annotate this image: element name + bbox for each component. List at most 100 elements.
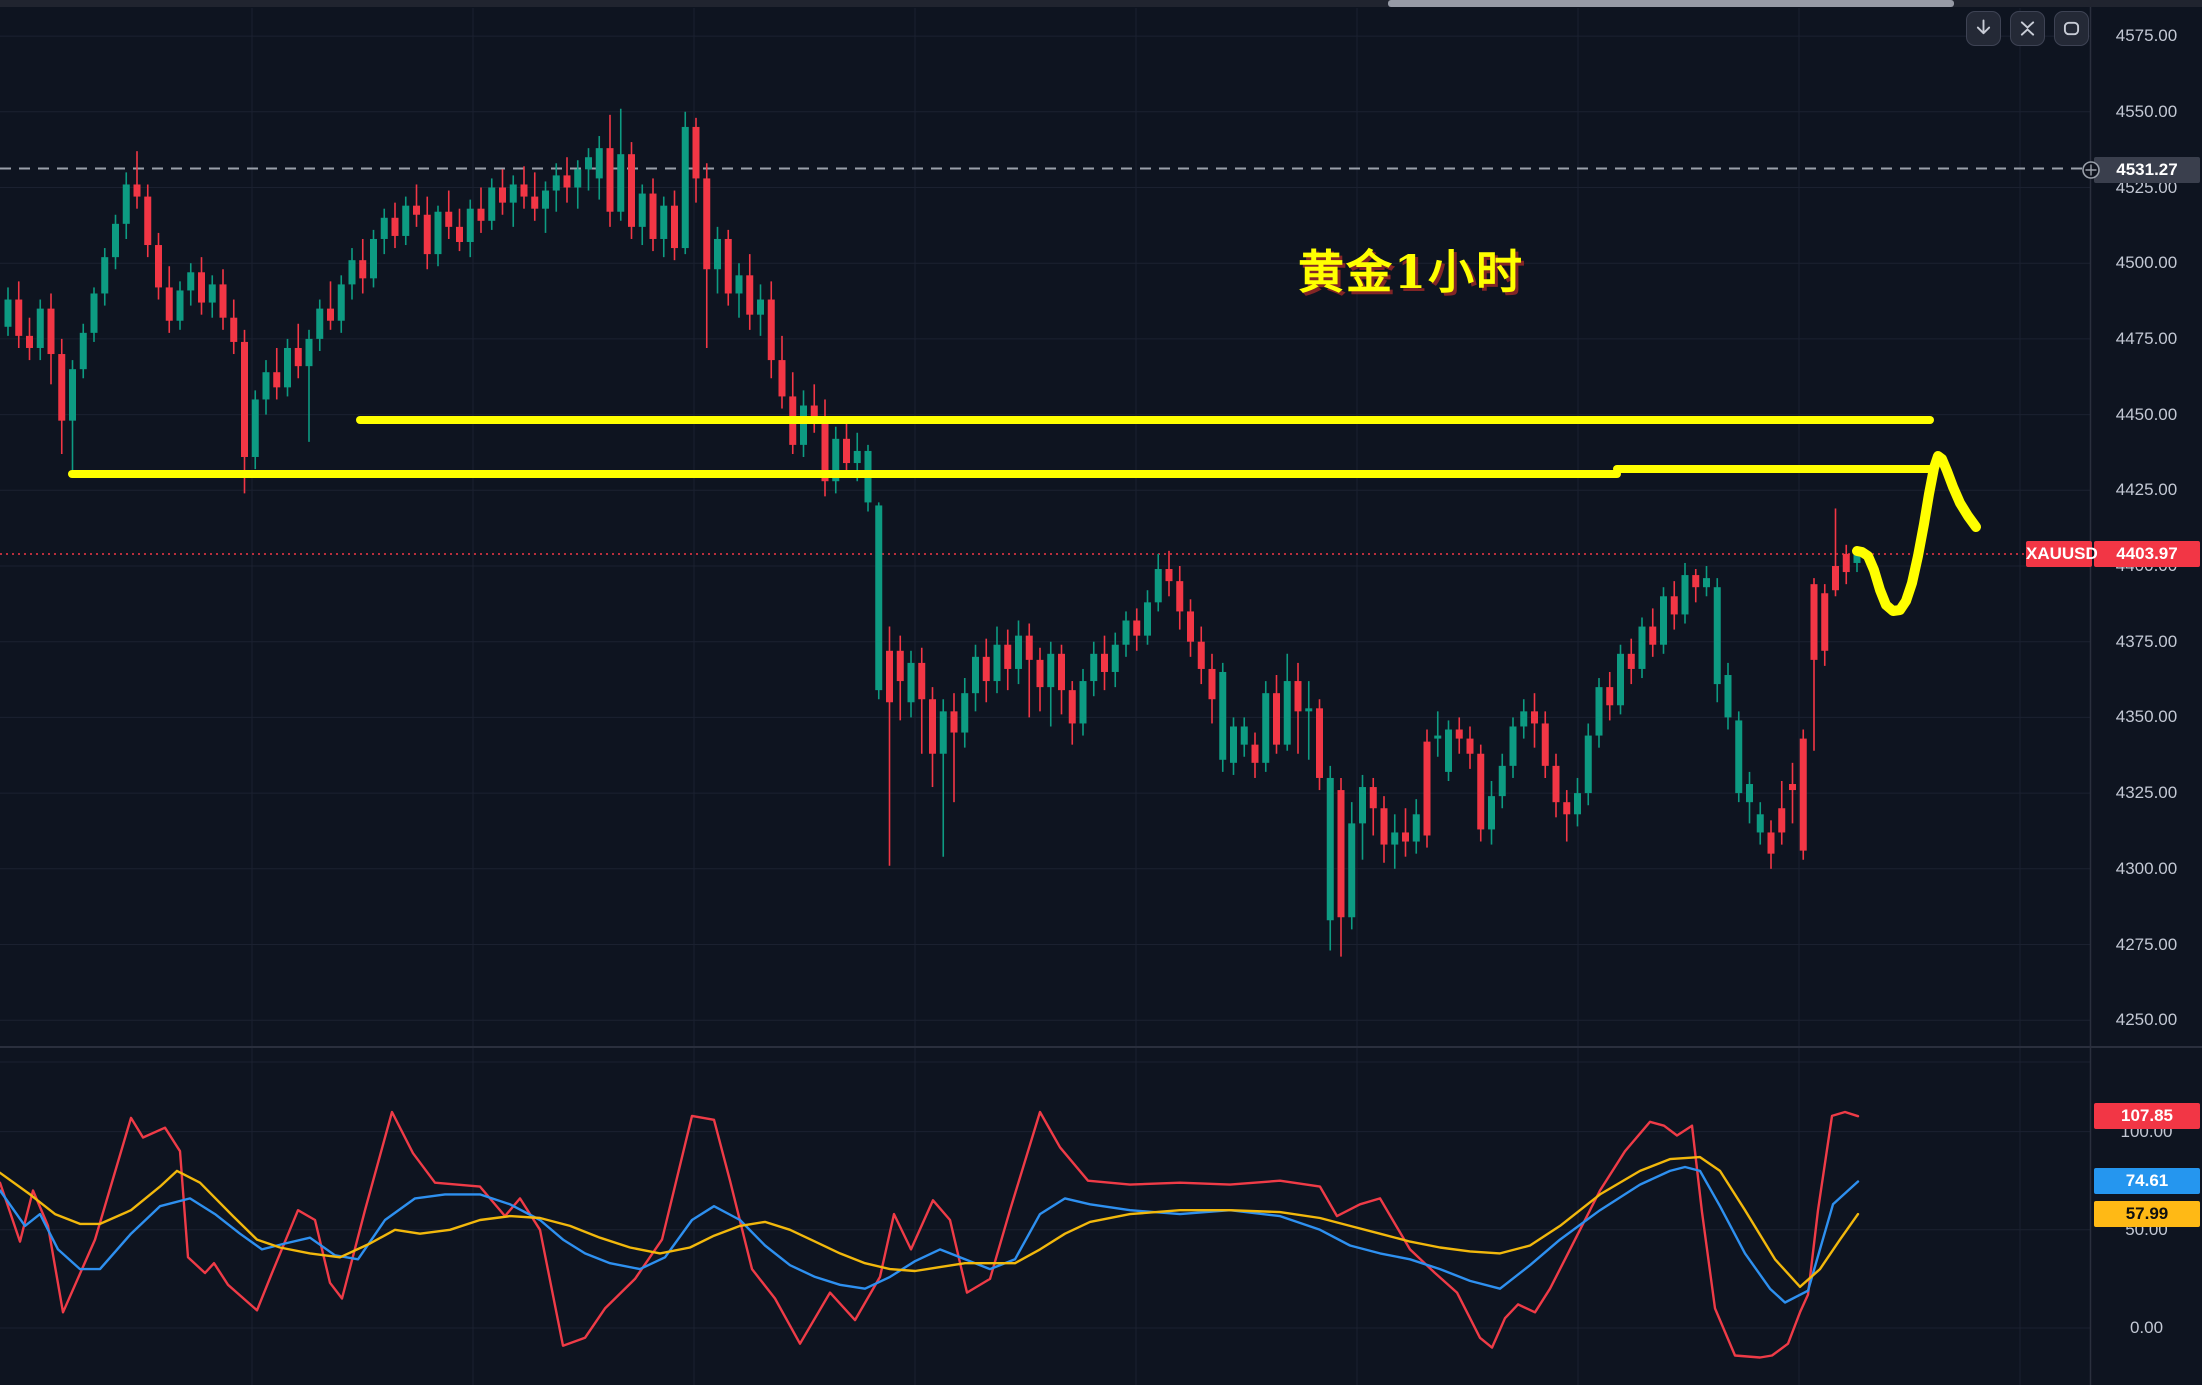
candle — [1627, 638, 1635, 685]
candle — [789, 372, 797, 454]
candle — [1251, 732, 1259, 778]
crosshair-target-icon — [2082, 161, 2100, 179]
price-tick: 4475.00 — [2115, 328, 2178, 348]
candle — [1025, 623, 1033, 718]
candle — [757, 284, 764, 336]
candle — [1509, 717, 1517, 778]
candle — [649, 178, 657, 252]
candle — [1638, 617, 1646, 679]
candle — [1498, 753, 1506, 809]
candle — [1842, 544, 1850, 585]
candle — [574, 160, 582, 209]
candle — [886, 626, 893, 866]
candle — [1240, 717, 1248, 757]
candle — [1015, 620, 1022, 685]
candle — [1445, 720, 1452, 781]
candle — [69, 360, 76, 473]
candle — [628, 142, 635, 239]
candle — [165, 266, 173, 333]
candle — [1584, 723, 1592, 806]
candle — [4, 287, 12, 336]
price-tick: 4375.00 — [2115, 631, 2178, 651]
candle — [1197, 626, 1205, 685]
candle — [1778, 780, 1786, 845]
candle — [671, 190, 678, 261]
candle — [1079, 668, 1087, 736]
candle — [1294, 662, 1302, 754]
price-axis[interactable]: 4575.00 4550.00 4525.00 4500.00 4475.00 4450.… — [2091, 0, 2202, 1385]
candle — [1724, 662, 1732, 730]
candle — [1713, 578, 1721, 703]
candle — [1617, 644, 1624, 715]
candle — [972, 644, 979, 712]
candle — [1799, 729, 1807, 860]
down-arrow-icon — [1976, 19, 1991, 35]
candle — [251, 390, 259, 470]
candle — [1810, 578, 1818, 751]
candle — [692, 117, 700, 203]
candle — [1348, 802, 1356, 930]
candle — [327, 281, 334, 330]
oscillator-layer — [0, 1110, 1860, 1359]
symbol-price-label: XAUUSD — [2026, 540, 2098, 567]
candle — [1767, 820, 1775, 869]
maximize-pane-button[interactable] — [2054, 11, 2089, 46]
candle — [1477, 744, 1485, 842]
candle — [273, 347, 281, 400]
candle — [1154, 553, 1162, 612]
price-tick: 4575.00 — [2115, 26, 2178, 46]
candle — [1369, 777, 1377, 836]
candle — [155, 232, 162, 300]
candle — [1488, 780, 1495, 845]
candle — [1660, 587, 1667, 654]
candle — [1531, 693, 1538, 748]
candle — [112, 214, 119, 270]
scroll-down-button[interactable] — [1966, 11, 2001, 46]
price-tick: 4300.00 — [2115, 858, 2178, 878]
candle — [337, 275, 345, 333]
candle — [1036, 647, 1044, 712]
yellow-drawings-layer[interactable] — [68, 416, 1981, 616]
candle — [423, 196, 431, 270]
price-tick: 4425.00 — [2115, 480, 2178, 500]
candle — [1670, 581, 1678, 630]
candle — [1273, 675, 1280, 754]
candle — [1187, 599, 1194, 657]
candle — [1466, 726, 1474, 769]
candle — [1144, 590, 1151, 645]
indicator-value-badge: 57.99 — [2094, 1201, 2200, 1228]
candle — [15, 281, 23, 348]
candle — [133, 151, 141, 209]
current-price-badge: 4403.97 — [2094, 540, 2200, 567]
candle — [391, 202, 399, 249]
candle — [241, 329, 248, 494]
indicator-line-fast — [0, 1110, 1860, 1359]
candle — [122, 172, 130, 239]
top-scroll-thumb[interactable] — [1388, 0, 1954, 7]
candle — [499, 169, 506, 215]
candle — [294, 323, 302, 379]
candle — [1058, 644, 1065, 715]
separators-layer — [0, 7, 2202, 1385]
price-tick: 4525.00 — [2115, 177, 2178, 197]
candle — [1165, 550, 1173, 597]
collapse-pane-button[interactable] — [2010, 11, 2045, 46]
candle — [1434, 711, 1442, 757]
candle — [198, 257, 205, 315]
candle — [1122, 611, 1130, 657]
candle — [90, 287, 98, 342]
candle — [681, 111, 689, 255]
indicator-tick: 0.00 — [2129, 1318, 2164, 1337]
chart-title-drawing[interactable]: 黄金1小时 — [1298, 245, 1525, 299]
maximize-icon — [2063, 21, 2080, 36]
candle — [370, 229, 377, 288]
candle — [36, 299, 44, 361]
candle — [305, 329, 313, 442]
candle — [1380, 796, 1388, 863]
projection-curve-drawing[interactable] — [1852, 451, 1981, 616]
candle — [982, 638, 990, 703]
candle — [950, 693, 958, 803]
candle — [714, 226, 721, 294]
